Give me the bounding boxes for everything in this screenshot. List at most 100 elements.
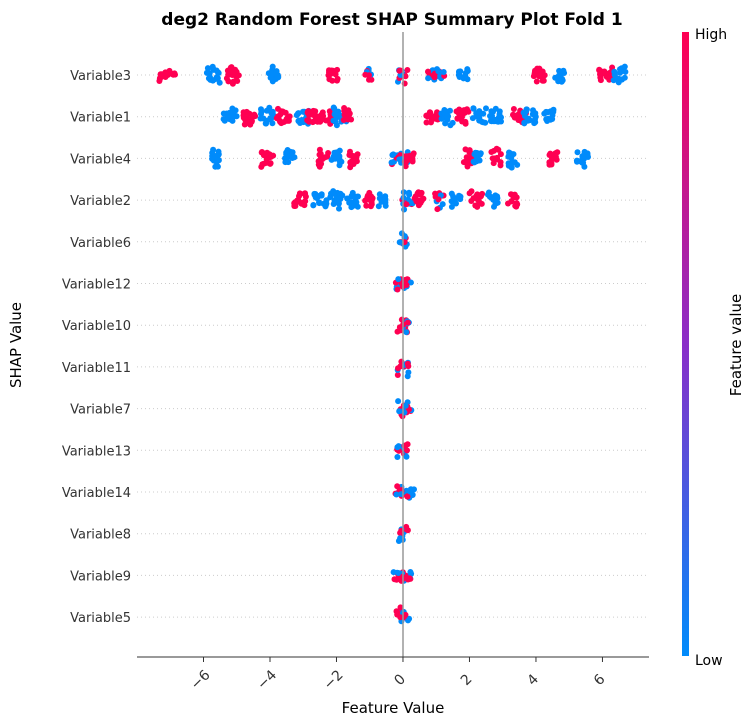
- shap-point: [444, 113, 451, 120]
- shap-point: [536, 65, 543, 72]
- shap-point: [579, 153, 586, 160]
- shap-point: [405, 617, 411, 624]
- shap-point: [260, 115, 267, 122]
- shap-point: [235, 72, 242, 79]
- colorbar-title: Feature value: [727, 294, 745, 396]
- shap-point: [171, 70, 178, 77]
- shap-point: [462, 120, 469, 127]
- feature-row-variable11: Variable11: [62, 358, 649, 380]
- shap-point: [363, 202, 370, 209]
- shap-point: [267, 74, 274, 81]
- x-axis-label: Feature Value: [342, 699, 445, 717]
- shap-point: [470, 158, 477, 165]
- shap-point: [335, 199, 342, 206]
- shap-point: [602, 70, 609, 77]
- shap-point: [269, 109, 276, 116]
- shap-point: [215, 148, 222, 155]
- shap-point: [548, 161, 555, 168]
- x-tick-label: 6: [591, 671, 609, 689]
- shap-point: [407, 488, 414, 495]
- shap-point: [434, 206, 441, 213]
- shap-point: [439, 201, 446, 208]
- feature-label: Variable13: [62, 444, 131, 459]
- shap-point: [554, 149, 561, 156]
- shap-point: [454, 115, 461, 122]
- shap-point: [497, 151, 504, 158]
- shap-point: [233, 113, 240, 120]
- shap-point: [333, 122, 340, 129]
- shap-point: [395, 365, 401, 372]
- shap-point: [396, 239, 403, 246]
- feature-label: Variable2: [70, 194, 131, 209]
- shap-point: [240, 109, 247, 116]
- shap-point: [425, 68, 431, 75]
- shap-point: [156, 75, 163, 82]
- shap-point: [229, 80, 236, 87]
- shap-point: [368, 196, 375, 203]
- shap-point: [470, 105, 477, 112]
- shap-point: [479, 190, 486, 197]
- feature-label: Variable11: [62, 361, 131, 376]
- shap-point: [573, 157, 580, 164]
- shap-point: [464, 76, 471, 83]
- shap-point: [523, 106, 530, 113]
- shap-point: [431, 74, 438, 81]
- shap-point: [295, 110, 301, 117]
- shap-point: [242, 116, 249, 123]
- shap-point: [547, 150, 554, 157]
- shap-point: [487, 113, 493, 119]
- shap-point: [424, 113, 431, 120]
- shap-point: [312, 194, 319, 201]
- shap-point: [391, 576, 398, 583]
- colorbar: [682, 32, 689, 656]
- x-tick-label: −2: [321, 667, 347, 693]
- shap-point: [274, 73, 281, 80]
- shap-point: [262, 120, 269, 127]
- shap-point: [402, 73, 409, 80]
- shap-point: [316, 146, 323, 153]
- shap-point: [402, 611, 409, 618]
- shap-point: [521, 119, 528, 126]
- shap-point: [508, 198, 515, 205]
- x-tick-label: 4: [524, 671, 542, 689]
- shap-point: [310, 108, 316, 115]
- shap-point: [559, 77, 566, 84]
- shap-point: [400, 189, 407, 196]
- shap-point: [325, 150, 332, 156]
- shap-point: [457, 68, 464, 75]
- shap-point: [403, 201, 410, 208]
- shap-point: [276, 118, 283, 124]
- shap-point: [282, 159, 289, 166]
- shap-point: [344, 195, 351, 202]
- shap-point: [296, 190, 303, 197]
- shap-point: [509, 159, 516, 166]
- shap-point: [494, 193, 501, 200]
- shap-point: [345, 116, 352, 123]
- shap-point: [362, 71, 369, 78]
- shap-point: [414, 197, 421, 204]
- feature-row-variable5: Variable5: [70, 604, 649, 626]
- shap-point: [404, 493, 411, 500]
- shap-point: [246, 118, 253, 125]
- shap-point: [492, 200, 499, 207]
- shap-point: [251, 111, 258, 118]
- shap-point: [220, 110, 227, 117]
- shap-point: [341, 105, 348, 111]
- shap-point: [331, 190, 338, 197]
- feature-label: Variable3: [70, 69, 131, 84]
- feature-label: Variable6: [70, 236, 131, 251]
- shap-point: [275, 105, 281, 112]
- feature-row-variable4: Variable4: [70, 145, 649, 171]
- feature-rows: Variable3 Variable1 Variable4 Variable2 Vari…: [62, 63, 649, 626]
- shap-point: [234, 78, 241, 84]
- shap-point: [596, 66, 603, 73]
- x-axis-ticks: −6 −4 −2 0 2 4 6: [188, 657, 609, 693]
- shap-point: [402, 163, 409, 170]
- shap-point: [210, 146, 217, 153]
- shap-point: [275, 113, 281, 120]
- shap-point: [368, 76, 375, 83]
- shap-point: [476, 117, 483, 123]
- shap-point: [492, 105, 499, 112]
- shap-point: [466, 190, 473, 197]
- feature-row-variable14: Variable14: [62, 483, 649, 501]
